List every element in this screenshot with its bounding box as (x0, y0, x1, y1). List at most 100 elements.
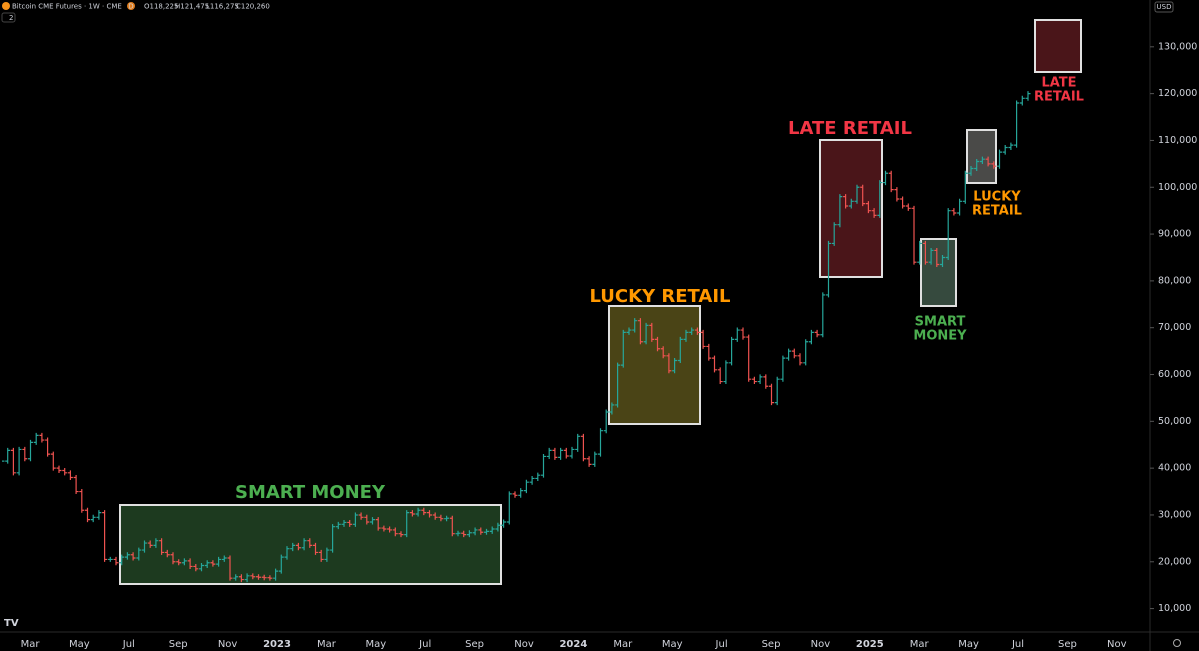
price-bar (951, 208, 957, 216)
price-bar (780, 355, 786, 382)
price-bar (700, 329, 706, 349)
price-bar (181, 558, 187, 566)
price-bar (580, 433, 586, 462)
y-tick-label: 50,000 (1158, 416, 1191, 427)
price-bar (216, 556, 222, 567)
logo[interactable]: TV (4, 618, 19, 629)
price-bar (204, 560, 210, 569)
price-bar (449, 515, 455, 537)
annotation-box (819, 139, 883, 278)
annotation-label: LATE RETAIL (788, 118, 912, 139)
price-bar (512, 491, 518, 498)
price-bar (979, 156, 985, 165)
price-bar (484, 528, 489, 535)
price-bar (256, 574, 261, 580)
annotation-box (920, 238, 957, 307)
price-bar (290, 542, 296, 552)
y-tick-label: 70,000 (1158, 322, 1191, 333)
annotation-label: SMART MONEY (235, 482, 386, 503)
price-bar (136, 547, 142, 561)
x-tick-label: May (662, 639, 683, 650)
price-bar (746, 334, 752, 382)
price-bar (284, 546, 290, 560)
annotation-label: LATE (1041, 76, 1076, 91)
price-bar (672, 357, 678, 374)
price-bar (124, 552, 130, 560)
annotation-box (1034, 19, 1082, 73)
x-tick-label: 2024 (559, 639, 587, 650)
price-bar (96, 510, 102, 520)
price-bar (164, 549, 170, 558)
indicator-count[interactable]: 2 (9, 14, 13, 22)
y-tick-label: 100,000 (1158, 182, 1197, 193)
annotation-label: MONEY (913, 329, 967, 344)
price-bar (575, 433, 581, 452)
x-tick-label: May (69, 639, 90, 650)
x-tick-label: Nov (811, 639, 831, 650)
x-tick-label: Mar (21, 639, 41, 650)
price-bar (39, 432, 45, 443)
annotation-box (119, 504, 502, 585)
price-bar (387, 526, 393, 533)
price-bar (432, 512, 438, 520)
price-bar (598, 428, 603, 457)
price-bar (278, 554, 284, 574)
price-bar (740, 327, 746, 340)
price-bar (381, 525, 387, 532)
currency[interactable]: USD (1157, 3, 1172, 11)
annotation-label: LUCKY RETAIL (589, 286, 730, 307)
price-bar (199, 563, 204, 572)
indicator-toggle[interactable] (1, 12, 16, 23)
price-bar (1008, 142, 1014, 150)
price-bar (917, 240, 923, 265)
y-tick-label: 130,000 (1158, 41, 1197, 52)
x-tick-label: Jul (715, 639, 728, 650)
price-bar (689, 327, 695, 335)
price-bar (233, 574, 239, 581)
price-bar (808, 329, 814, 345)
price-bar (911, 205, 917, 265)
y-tick-label: 80,000 (1158, 275, 1191, 286)
ohlc-open: O118,225 (144, 3, 178, 11)
price-bar (854, 184, 860, 204)
x-tick-label: 2025 (856, 639, 884, 650)
x-tick-label: Jul (1011, 639, 1024, 650)
price-bar (706, 343, 712, 361)
price-bar (957, 198, 963, 216)
price-bar (620, 329, 626, 368)
price-bar (501, 519, 507, 528)
price-bar (820, 292, 826, 338)
price-bar (261, 574, 267, 581)
currency-box[interactable] (1154, 1, 1174, 13)
price-bar (79, 489, 85, 513)
price-bar (409, 510, 415, 517)
price-bar (934, 247, 940, 268)
ohlc-close: C120,260 (236, 3, 270, 11)
x-tick-label: Sep (465, 639, 484, 650)
price-bar (962, 170, 968, 204)
price-bar (90, 514, 96, 523)
price-bar (660, 346, 666, 359)
price-bar (227, 555, 233, 581)
price-bars (2, 91, 1031, 583)
price-bar (370, 517, 375, 525)
price-bar (814, 329, 820, 338)
price-bar (974, 159, 980, 172)
price-bar (888, 170, 894, 193)
price-bar (147, 540, 153, 548)
price-bar (187, 558, 193, 569)
price-bar (552, 447, 558, 460)
price-bar (523, 479, 529, 494)
settings-icon[interactable] (1173, 639, 1181, 647)
price-bar (16, 446, 22, 476)
price-bar (313, 542, 318, 555)
price-bar (62, 467, 68, 476)
price-bar (318, 549, 324, 562)
y-tick-label: 110,000 (1158, 135, 1197, 146)
price-bar (1002, 144, 1008, 155)
price-bar (489, 526, 495, 534)
x-tick-label: Jul (122, 639, 135, 650)
price-bar (10, 447, 16, 476)
x-tick-label: Sep (169, 639, 188, 650)
price-bar (5, 447, 11, 464)
